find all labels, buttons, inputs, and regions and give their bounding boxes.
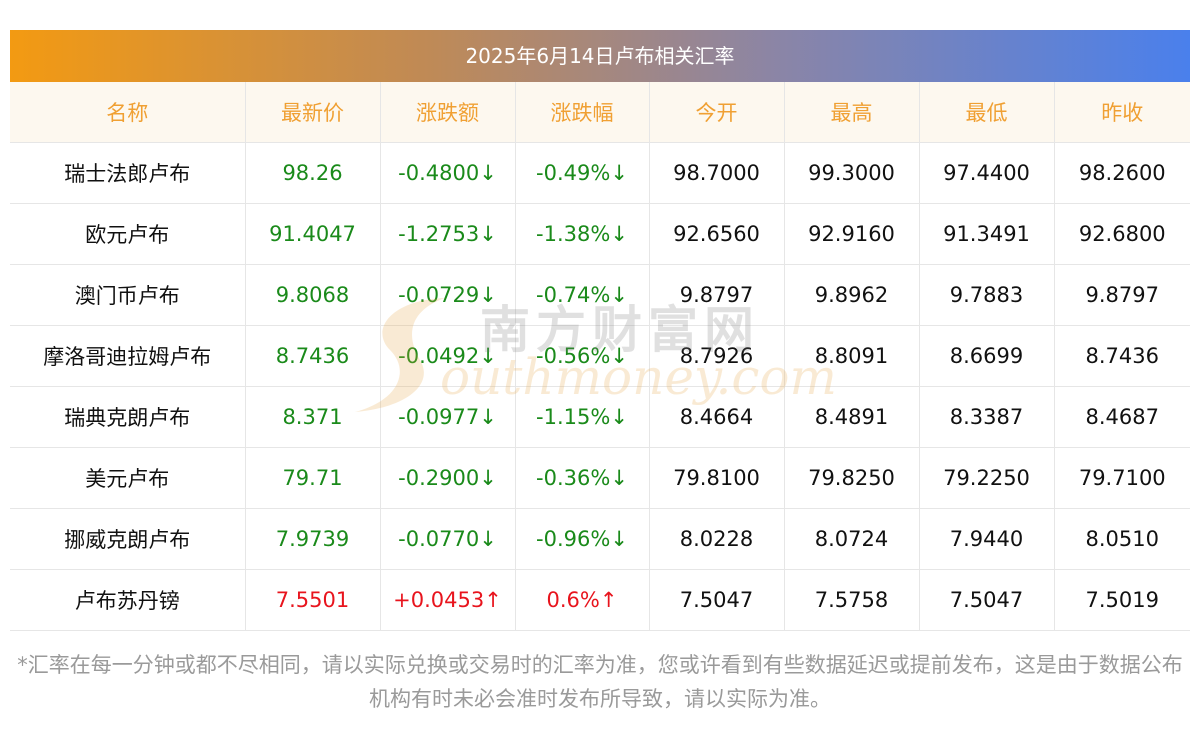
cell-high: 79.8250 xyxy=(784,447,920,509)
cell-latest: 8.371 xyxy=(245,386,381,448)
cell-change-pct: -0.36%↓ xyxy=(515,447,650,509)
cell-low: 91.3491 xyxy=(919,203,1055,265)
cell-change: -0.2900↓ xyxy=(380,447,516,509)
cell-name: 瑞典克朗卢布 xyxy=(10,386,246,448)
cell-change: +0.0453↑ xyxy=(380,569,516,631)
cell-change-pct: -0.96%↓ xyxy=(515,508,650,570)
cell-high: 92.9160 xyxy=(784,203,920,265)
cell-low: 8.6699 xyxy=(919,325,1055,387)
cell-prev-close: 8.7436 xyxy=(1054,325,1190,387)
cell-latest: 98.26 xyxy=(245,142,381,204)
cell-high: 9.8962 xyxy=(784,264,920,326)
cell-low: 7.9440 xyxy=(919,508,1055,570)
cell-prev-close: 79.7100 xyxy=(1054,447,1190,509)
cell-prev-close: 92.6800 xyxy=(1054,203,1190,265)
cell-change: -0.4800↓ xyxy=(380,142,516,204)
cell-low: 7.5047 xyxy=(919,569,1055,631)
cell-name: 瑞士法郎卢布 xyxy=(10,142,246,204)
cell-high: 8.4891 xyxy=(784,386,920,448)
cell-change: -1.2753↓ xyxy=(380,203,516,265)
cell-open: 98.7000 xyxy=(649,142,785,204)
header-row: 名称 最新价 涨跌额 涨跌幅 今开 最高 最低 昨收 xyxy=(10,82,1190,143)
cell-name: 欧元卢布 xyxy=(10,203,246,265)
cell-open: 8.4664 xyxy=(649,386,785,448)
cell-high: 7.5758 xyxy=(784,569,920,631)
cell-open: 9.8797 xyxy=(649,264,785,326)
cell-name: 澳门币卢布 xyxy=(10,264,246,326)
header-low: 最低 xyxy=(919,82,1055,143)
cell-name: 卢布苏丹镑 xyxy=(10,569,246,631)
cell-change-pct: -0.49%↓ xyxy=(515,142,650,204)
header-prev-close: 昨收 xyxy=(1054,82,1190,143)
table-row: 挪威克朗卢布 7.9739 -0.0770↓ -0.96%↓ 8.0228 8.0724 7… xyxy=(10,508,1190,570)
rate-table: 名称 最新价 涨跌额 涨跌幅 今开 最高 最低 昨收 瑞士法郎卢布 98.26 -0… xyxy=(10,82,1190,631)
cell-low: 8.3387 xyxy=(919,386,1055,448)
header-high: 最高 xyxy=(784,82,920,143)
rate-table-card: 2025年6月14日卢布相关汇率 名称 最新价 涨跌额 涨跌幅 今开 最高 最低… xyxy=(10,30,1190,631)
cell-change-pct: -1.38%↓ xyxy=(515,203,650,265)
cell-low: 79.2250 xyxy=(919,447,1055,509)
cell-open: 92.6560 xyxy=(649,203,785,265)
cell-prev-close: 8.0510 xyxy=(1054,508,1190,570)
cell-change-pct: -0.74%↓ xyxy=(515,264,650,326)
header-name: 名称 xyxy=(10,82,246,143)
cell-change-pct: -1.15%↓ xyxy=(515,386,650,448)
cell-latest: 7.5501 xyxy=(245,569,381,631)
cell-name: 美元卢布 xyxy=(10,447,246,509)
table-row: 瑞士法郎卢布 98.26 -0.4800↓ -0.49%↓ 98.7000 99.3000… xyxy=(10,142,1190,204)
cell-latest: 7.9739 xyxy=(245,508,381,570)
cell-low: 97.4400 xyxy=(919,142,1055,204)
table-row: 瑞典克朗卢布 8.371 -0.0977↓ -1.15%↓ 8.4664 8.4891 8.… xyxy=(10,386,1190,448)
table-row: 卢布苏丹镑 7.5501 +0.0453↑ 0.6%↑ 7.5047 7.5758 7.50… xyxy=(10,569,1190,631)
header-change: 涨跌额 xyxy=(380,82,516,143)
cell-open: 8.7926 xyxy=(649,325,785,387)
table-row: 摩洛哥迪拉姆卢布 8.7436 -0.0492↓ -0.56%↓ 8.7926 8.809… xyxy=(10,325,1190,387)
header-latest: 最新价 xyxy=(245,82,381,143)
cell-latest: 79.71 xyxy=(245,447,381,509)
cell-latest: 8.7436 xyxy=(245,325,381,387)
cell-change: -0.0492↓ xyxy=(380,325,516,387)
cell-high: 8.8091 xyxy=(784,325,920,387)
cell-high: 99.3000 xyxy=(784,142,920,204)
disclaimer-note: *汇率在每一分钟或都不尽相同，请以实际兑换或交易时的汇率为准，您或许看到有些数据… xyxy=(17,653,1183,711)
cell-prev-close: 7.5019 xyxy=(1054,569,1190,631)
cell-change: -0.0977↓ xyxy=(380,386,516,448)
cell-name: 挪威克朗卢布 xyxy=(10,508,246,570)
cell-open: 79.8100 xyxy=(649,447,785,509)
table-title: 2025年6月14日卢布相关汇率 xyxy=(10,30,1190,82)
header-open: 今开 xyxy=(649,82,785,143)
table-row: 澳门币卢布 9.8068 -0.0729↓ -0.74%↓ 9.8797 9.8962 9.… xyxy=(10,264,1190,326)
table-row: 美元卢布 79.71 -0.2900↓ -0.36%↓ 79.8100 79.8250 79… xyxy=(10,447,1190,509)
cell-prev-close: 8.4687 xyxy=(1054,386,1190,448)
cell-prev-close: 98.2600 xyxy=(1054,142,1190,204)
cell-latest: 91.4047 xyxy=(245,203,381,265)
cell-change-pct: -0.56%↓ xyxy=(515,325,650,387)
cell-latest: 9.8068 xyxy=(245,264,381,326)
table-row: 欧元卢布 91.4047 -1.2753↓ -1.38%↓ 92.6560 92.9160… xyxy=(10,203,1190,265)
cell-prev-close: 9.8797 xyxy=(1054,264,1190,326)
cell-change: -0.0729↓ xyxy=(380,264,516,326)
cell-open: 8.0228 xyxy=(649,508,785,570)
cell-change-pct: 0.6%↑ xyxy=(515,569,650,631)
cell-change: -0.0770↓ xyxy=(380,508,516,570)
header-change-pct: 涨跌幅 xyxy=(515,82,650,143)
cell-open: 7.5047 xyxy=(649,569,785,631)
cell-high: 8.0724 xyxy=(784,508,920,570)
cell-name: 摩洛哥迪拉姆卢布 xyxy=(10,325,246,387)
cell-low: 9.7883 xyxy=(919,264,1055,326)
